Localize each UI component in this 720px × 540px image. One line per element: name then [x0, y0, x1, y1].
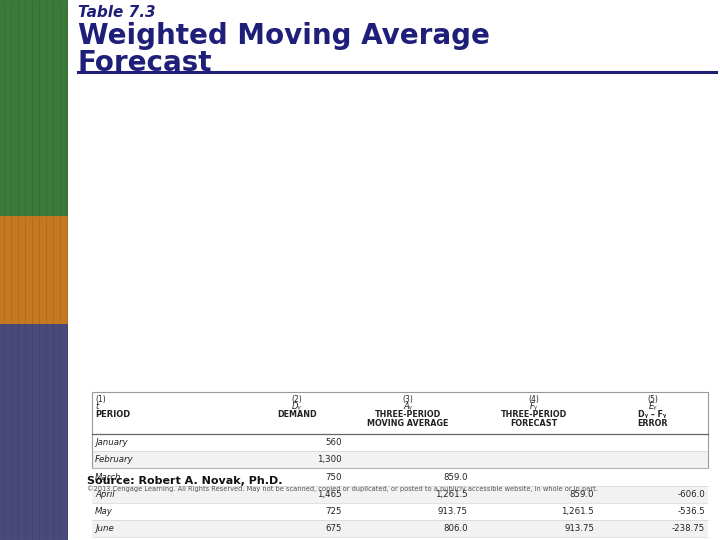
- Text: January: January: [95, 438, 127, 447]
- Text: Fᵧ: Fᵧ: [530, 402, 538, 411]
- Text: (2): (2): [292, 395, 302, 404]
- Text: (5): (5): [647, 395, 658, 404]
- Text: 1,300: 1,300: [317, 455, 341, 464]
- Text: DEMAND: DEMAND: [277, 410, 317, 419]
- Text: THREE-PERIOD: THREE-PERIOD: [501, 410, 567, 419]
- Text: June: June: [95, 524, 114, 533]
- Text: 913.75: 913.75: [438, 507, 468, 516]
- Bar: [92, 468, 708, 485]
- Text: 560: 560: [325, 438, 341, 447]
- Text: 675: 675: [325, 524, 341, 533]
- Text: (3): (3): [402, 395, 413, 404]
- Text: February: February: [95, 455, 134, 464]
- Bar: [92, 392, 708, 468]
- Bar: [92, 434, 708, 451]
- Bar: [92, 485, 708, 503]
- Text: (4): (4): [528, 395, 539, 404]
- Text: 1,261.5: 1,261.5: [435, 490, 468, 499]
- Bar: [92, 520, 708, 537]
- Text: 1,261.5: 1,261.5: [562, 507, 594, 516]
- Text: -238.75: -238.75: [672, 524, 705, 533]
- Text: Eᵧ: Eᵧ: [649, 402, 657, 411]
- Bar: [92, 503, 708, 520]
- Text: Dᵧ – Fᵧ: Dᵧ – Fᵧ: [639, 410, 667, 419]
- Text: ©2013 Cengage Learning. All Rights Reserved. May not be scanned, copied or dupli: ©2013 Cengage Learning. All Rights Reser…: [87, 485, 598, 492]
- Text: Weighted Moving Average: Weighted Moving Average: [78, 22, 490, 50]
- Text: PERIOD: PERIOD: [95, 410, 130, 419]
- Text: Aᵧ: Aᵧ: [403, 402, 412, 411]
- Text: t: t: [95, 402, 98, 411]
- Text: 859.0: 859.0: [570, 490, 594, 499]
- Text: 725: 725: [325, 507, 341, 516]
- Bar: [92, 392, 708, 434]
- Text: MOVING AVERAGE: MOVING AVERAGE: [367, 419, 449, 428]
- Text: FORECAST: FORECAST: [510, 419, 557, 428]
- Text: 859.0: 859.0: [444, 472, 468, 482]
- Text: 913.75: 913.75: [564, 524, 594, 533]
- Bar: [92, 451, 708, 468]
- Bar: [0, 216, 68, 324]
- Text: 1,465: 1,465: [317, 490, 341, 499]
- Text: Forecast: Forecast: [78, 49, 212, 77]
- Text: Dᵧ: Dᵧ: [292, 402, 302, 411]
- Text: THREE-PERIOD: THREE-PERIOD: [374, 410, 441, 419]
- Bar: [0, 0, 68, 216]
- Text: Table 7.3: Table 7.3: [78, 5, 156, 20]
- Text: March: March: [95, 472, 122, 482]
- Text: April: April: [95, 490, 114, 499]
- Text: 750: 750: [325, 472, 341, 482]
- Text: Source: Robert A. Novak, Ph.D.: Source: Robert A. Novak, Ph.D.: [87, 476, 282, 486]
- Bar: [92, 537, 708, 540]
- Text: -606.0: -606.0: [678, 490, 705, 499]
- Text: ERROR: ERROR: [637, 419, 668, 428]
- Text: -536.5: -536.5: [678, 507, 705, 516]
- Bar: [0, 324, 68, 540]
- Text: 806.0: 806.0: [444, 524, 468, 533]
- Text: May: May: [95, 507, 113, 516]
- Text: (1): (1): [95, 395, 106, 404]
